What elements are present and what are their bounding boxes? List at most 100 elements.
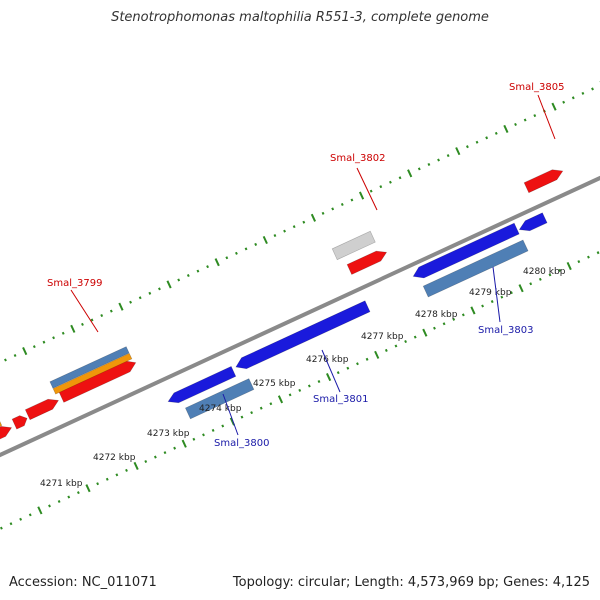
tick-mark	[481, 304, 484, 308]
forward-gene	[11, 415, 28, 430]
kbp-label: 4277 kbp	[361, 332, 404, 342]
map-title: Stenotrophomonas maltophilia R551-3, com…	[111, 10, 489, 25]
tick-mark	[125, 468, 128, 472]
tick-mark	[118, 302, 124, 311]
tick-mark	[437, 158, 440, 162]
tick-mark	[307, 384, 311, 388]
tick-mark	[427, 162, 431, 166]
tick-mark	[153, 455, 157, 459]
tick-mark	[518, 284, 524, 293]
tick-mark	[529, 282, 533, 286]
tick-mark	[336, 371, 340, 375]
feature-bar	[185, 378, 255, 420]
tick-mark	[358, 191, 365, 200]
tick-mark	[70, 324, 76, 333]
tick-mark	[514, 122, 517, 126]
tick-mark	[298, 388, 302, 392]
gene-label[interactable]: Smal_3800	[214, 438, 269, 449]
tick-mark	[470, 306, 476, 315]
tick-mark	[42, 340, 46, 344]
tick-mark	[466, 145, 469, 149]
tick-mark	[138, 296, 142, 300]
tick-mark	[163, 451, 167, 455]
tick-mark	[196, 269, 200, 273]
tick-mark	[192, 437, 196, 441]
tick-mark	[85, 484, 91, 493]
gene-label[interactable]: Smal_3805	[509, 82, 564, 93]
tick-mark	[158, 287, 161, 291]
tick-mark	[225, 256, 229, 260]
kbp-label: 4274 kbp	[199, 404, 242, 414]
tick-mark	[404, 340, 408, 344]
tick-mark	[577, 260, 581, 264]
tick-mark	[67, 495, 71, 499]
tick-mark	[446, 154, 450, 158]
tick-mark	[490, 300, 494, 304]
tick-mark	[321, 211, 325, 215]
forward-gene	[346, 250, 388, 275]
tick-mark	[566, 261, 572, 271]
leader-line	[492, 266, 501, 323]
tick-row-bottom	[0, 251, 600, 530]
tick-mark	[292, 225, 296, 229]
kbp-label: 4278 kbp	[415, 310, 458, 320]
tick-mark	[148, 291, 152, 295]
tick-mark	[4, 358, 7, 362]
tick-mark	[81, 322, 84, 326]
tick-mark	[551, 102, 557, 111]
tick-mark	[273, 234, 277, 238]
topology-label: Topology: circular; Length: 4,573,969 bp…	[232, 575, 590, 590]
tick-mark	[571, 96, 575, 100]
forward-gene	[24, 398, 60, 421]
tick-mark	[340, 202, 344, 206]
tick-mark	[317, 380, 321, 384]
tick-mark	[310, 213, 317, 222]
tick-mark	[510, 291, 513, 295]
tick-mark	[211, 428, 215, 432]
gene-label[interactable]: Smal_3802	[330, 153, 385, 164]
tick-mark	[581, 91, 585, 95]
tick-mark	[115, 473, 119, 477]
tick-mark	[173, 446, 177, 450]
gene-label[interactable]: Smal_3799	[47, 278, 102, 289]
tick-mark	[350, 198, 354, 202]
tick-mark	[533, 114, 537, 118]
tick-mark	[28, 513, 32, 517]
tick-mark	[269, 402, 273, 406]
tick-mark	[494, 131, 498, 135]
gene-label[interactable]: Smal_3803	[478, 325, 533, 336]
tick-mark	[407, 169, 413, 178]
reverse-gene	[412, 222, 520, 279]
tick-mark	[365, 357, 369, 361]
tick-mark	[13, 354, 17, 358]
tick-mark	[90, 318, 94, 322]
tick-mark	[331, 207, 335, 211]
tick-row-top	[4, 81, 600, 362]
tick-mark	[22, 347, 28, 356]
tick-mark	[166, 280, 172, 289]
gene-label[interactable]: Smal_3801	[313, 394, 368, 405]
tick-mark	[374, 350, 380, 359]
tick-mark	[369, 189, 373, 193]
tick-mark	[417, 167, 421, 171]
tick-mark	[52, 336, 55, 340]
feature-bar	[331, 230, 376, 261]
tick-mark	[283, 229, 286, 233]
tick-mark	[277, 395, 284, 404]
tick-mark	[558, 268, 561, 272]
tick-mark	[394, 344, 398, 348]
tick-mark	[186, 274, 190, 278]
tick-mark	[244, 247, 248, 251]
leader-line	[70, 289, 99, 333]
tick-mark	[144, 459, 148, 464]
tick-mark	[413, 335, 417, 339]
accession-label: Accession: NC_011071	[9, 575, 157, 590]
tick-mark	[442, 322, 446, 326]
tick-mark	[503, 124, 509, 133]
tick-mark	[109, 309, 113, 313]
tick-mark	[133, 461, 139, 471]
kbp-label: 4273 kbp	[147, 429, 190, 439]
feature-bar	[0, 420, 3, 427]
tick-mark	[475, 140, 479, 144]
